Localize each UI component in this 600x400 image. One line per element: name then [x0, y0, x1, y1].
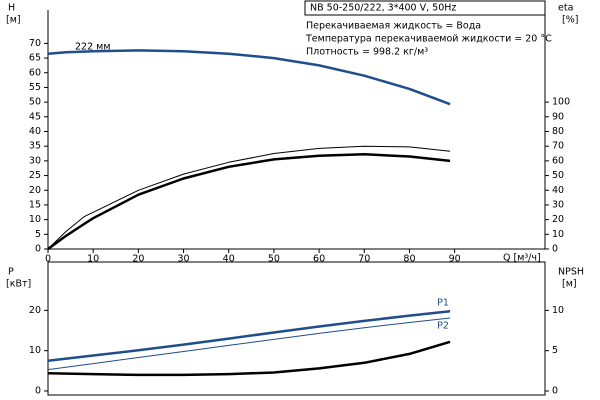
- y2-tick-label: 10: [552, 305, 564, 316]
- y2-axis-unit: [м]: [562, 279, 577, 290]
- y2-tick-label: 80: [552, 126, 564, 137]
- y2-axis-label: NPSH: [558, 267, 584, 278]
- curve: [47, 153, 451, 251]
- y-tick-label: 10: [29, 214, 41, 225]
- y-tick-label: 45: [29, 111, 41, 122]
- y-tick-label: 25: [29, 170, 41, 181]
- y-axis-label: P: [8, 267, 14, 278]
- model: NB 50-250/222, 3*400 V, 50Hz: [310, 3, 456, 14]
- y-axis-label: H: [8, 3, 15, 14]
- x-tick-label: 60: [313, 254, 325, 265]
- annotation: 222 мм: [75, 42, 111, 53]
- y-tick-label: 50: [29, 97, 41, 108]
- curve: [47, 145, 451, 250]
- y2-tick-label: 50: [552, 170, 564, 181]
- x-tick-label: 0: [45, 254, 51, 265]
- curve: [47, 49, 451, 106]
- model-box: [304, 0, 546, 16]
- x-tick-label: 10: [87, 254, 99, 265]
- y2-tick-label: 0: [552, 244, 558, 255]
- y2-tick-label: 40: [552, 185, 564, 196]
- x-tick-label: 90: [449, 254, 461, 265]
- y-tick-label: 15: [29, 199, 41, 210]
- series-label: P2: [437, 321, 449, 332]
- note: Температура перекачиваемой жидкости = 20…: [305, 34, 552, 45]
- y-tick-label: 5: [35, 229, 41, 240]
- x-tick-label: 30: [177, 254, 189, 265]
- y-tick-label: 20: [29, 305, 41, 316]
- x-axis-label: Q [м³/ч]: [503, 253, 541, 264]
- y2-tick-label: 70: [552, 141, 564, 152]
- x-tick-label: 50: [268, 254, 280, 265]
- x-tick-label: 40: [223, 254, 235, 265]
- y2-axis-unit: [%]: [562, 15, 578, 26]
- y2-tick-label: 90: [552, 111, 564, 122]
- series-label: P1: [437, 298, 449, 309]
- y-tick-label: 0: [35, 386, 41, 397]
- y2-tick-label: 0: [552, 386, 558, 397]
- y-tick-label: 70: [29, 38, 41, 49]
- y2-axis-label: eta: [558, 3, 573, 14]
- y-tick-label: 60: [29, 67, 41, 78]
- y-axis-unit: [м]: [6, 15, 21, 26]
- y2-tick-label: 5: [552, 345, 558, 356]
- y2-tick-label: 30: [552, 199, 564, 210]
- y-tick-label: 10: [29, 345, 41, 356]
- x-tick-label: 80: [403, 254, 415, 265]
- curve: [47, 309, 451, 363]
- y2-tick-label: 60: [552, 155, 564, 166]
- x-tick-label: 70: [358, 254, 370, 265]
- curve: [47, 317, 451, 371]
- y-tick-label: 65: [29, 53, 41, 64]
- y-tick-label: 35: [29, 141, 41, 152]
- y2-tick-label: 100: [552, 97, 570, 108]
- note: Плотность = 998.2 кг/м³: [306, 47, 428, 58]
- y-tick-label: 20: [29, 185, 41, 196]
- y-tick-label: 40: [29, 126, 41, 137]
- y-axis-unit: [кВт]: [6, 279, 31, 290]
- curve: [47, 340, 451, 377]
- y2-tick-label: 20: [552, 214, 564, 225]
- note: Перекачиваемая жидкость = Вода: [306, 21, 481, 32]
- y2-tick-label: 10: [552, 229, 564, 240]
- x-tick-label: 20: [132, 254, 144, 265]
- y-tick-label: 55: [29, 82, 41, 93]
- y-tick-label: 30: [29, 155, 41, 166]
- y-tick-label: 0: [35, 244, 41, 255]
- plot-frame: [47, 261, 546, 396]
